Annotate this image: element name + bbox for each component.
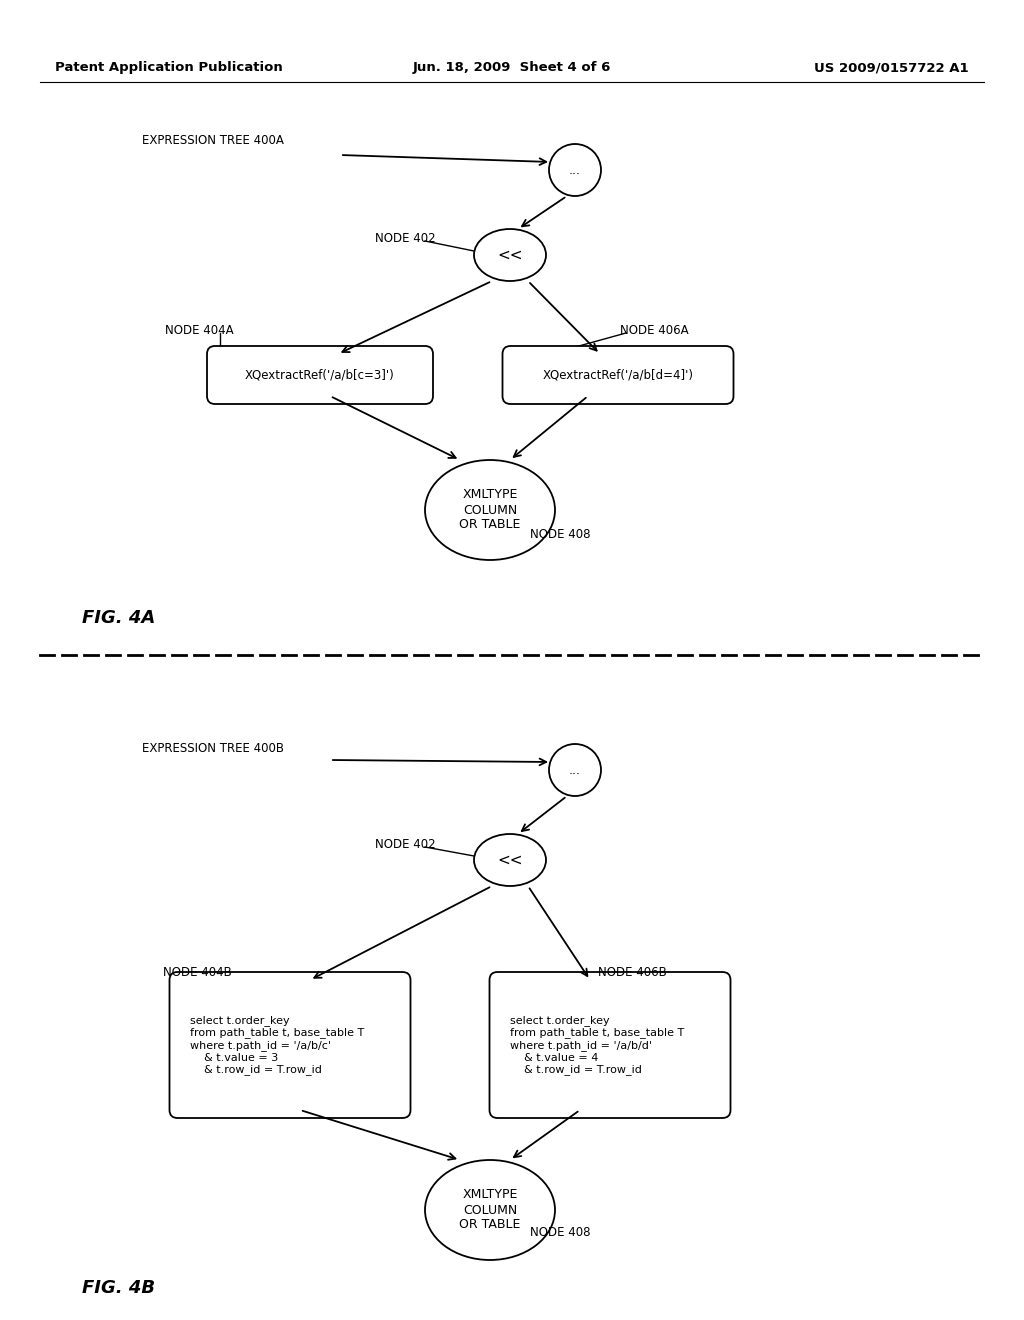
Text: select t.order_key
from path_table t, base_table T
where t.path_id = '/a/b/d'
  : select t.order_key from path_table t, ba… [510,1015,684,1074]
Ellipse shape [425,1160,555,1261]
Ellipse shape [425,459,555,560]
Circle shape [549,744,601,796]
Text: EXPRESSION TREE 400A: EXPRESSION TREE 400A [142,133,284,147]
FancyBboxPatch shape [489,972,730,1118]
Text: NODE 406B: NODE 406B [598,966,667,979]
FancyBboxPatch shape [503,346,733,404]
Text: <<: << [498,853,522,867]
Ellipse shape [474,228,546,281]
Text: NODE 406A: NODE 406A [620,323,688,337]
FancyBboxPatch shape [207,346,433,404]
Text: XQextractRef('/a/b[d=4]'): XQextractRef('/a/b[d=4]') [543,368,693,381]
FancyBboxPatch shape [170,972,411,1118]
Text: ...: ... [569,763,581,776]
Text: NODE 402: NODE 402 [375,837,435,850]
Text: NODE 404B: NODE 404B [163,966,231,979]
Text: NODE 408: NODE 408 [530,528,591,541]
Text: NODE 408: NODE 408 [530,1225,591,1238]
Ellipse shape [474,834,546,886]
Text: FIG. 4A: FIG. 4A [82,609,156,627]
Text: XQextractRef('/a/b[c=3]'): XQextractRef('/a/b[c=3]') [245,368,395,381]
Text: Jun. 18, 2009  Sheet 4 of 6: Jun. 18, 2009 Sheet 4 of 6 [413,62,611,74]
Text: Patent Application Publication: Patent Application Publication [55,62,283,74]
Text: EXPRESSION TREE 400B: EXPRESSION TREE 400B [142,742,284,755]
Text: select t.order_key
from path_table t, base_table T
where t.path_id = '/a/b/c'
  : select t.order_key from path_table t, ba… [189,1015,364,1074]
Text: US 2009/0157722 A1: US 2009/0157722 A1 [814,62,969,74]
Circle shape [549,144,601,195]
Text: <<: << [498,248,522,263]
Text: NODE 402: NODE 402 [375,231,435,244]
Text: NODE 404A: NODE 404A [165,323,233,337]
Text: XMLTYPE
COLUMN
OR TABLE: XMLTYPE COLUMN OR TABLE [460,1188,520,1232]
Text: ...: ... [569,164,581,177]
Text: FIG. 4B: FIG. 4B [82,1279,155,1298]
Text: XMLTYPE
COLUMN
OR TABLE: XMLTYPE COLUMN OR TABLE [460,488,520,532]
